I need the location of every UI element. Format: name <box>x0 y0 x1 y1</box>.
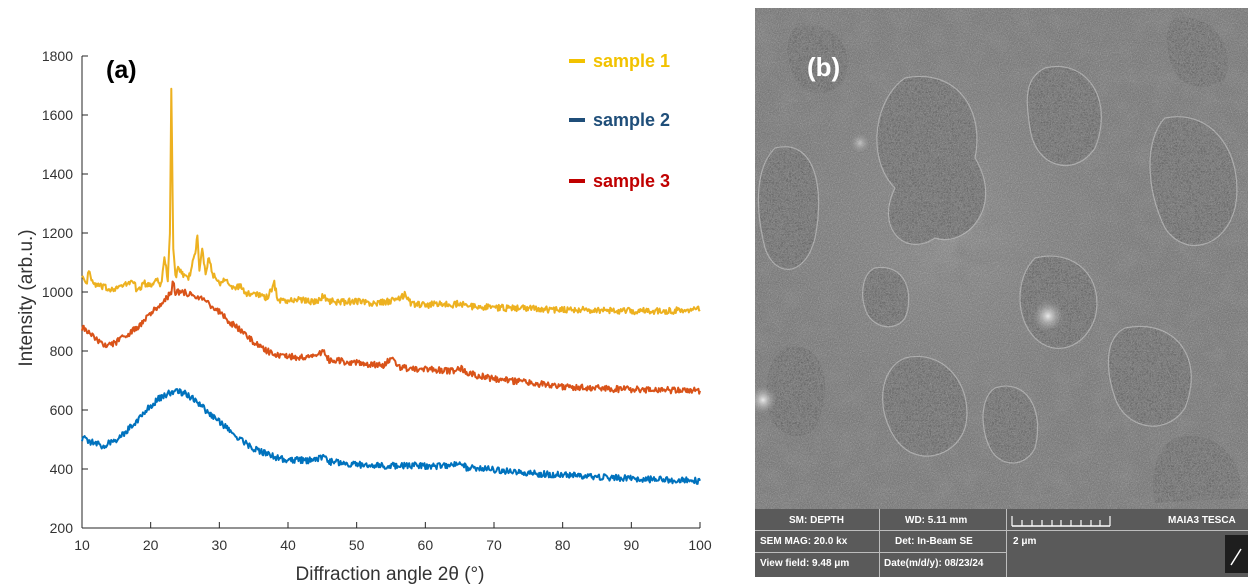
x-tick-label: 90 <box>624 537 640 553</box>
legend-swatch-3 <box>569 179 585 183</box>
y-tick-label: 1800 <box>42 48 73 64</box>
acquisition-date: Date(m/d/y): 08/23/24 <box>884 558 984 569</box>
y-tick-label: 1200 <box>42 225 73 241</box>
x-tick-label: 70 <box>486 537 502 553</box>
sem-micrograph <box>755 8 1248 509</box>
sem-image-panel: (b) SM: DEPTH WD: 5.11 mm MAIA3 TESCA SE… <box>755 8 1248 577</box>
y-tick-label: 1600 <box>42 107 73 123</box>
view-field: View field: 9.48 μm <box>760 558 850 569</box>
logo-mark <box>1225 535 1248 573</box>
x-tick-label: 10 <box>74 537 90 553</box>
y-tick-label: 800 <box>50 343 74 359</box>
plot-area: 200 400 600 800 1000 1200 1400 1600 1800 10 20 30 40… <box>42 48 712 553</box>
legend-swatch-2 <box>569 118 585 122</box>
scale-label: 2 μm <box>1013 536 1037 547</box>
legend-label-1: sample 1 <box>593 51 670 71</box>
separator <box>879 509 880 577</box>
x-tick-label: 100 <box>688 537 712 553</box>
x-tick-label: 60 <box>418 537 434 553</box>
separator <box>1006 530 1248 531</box>
working-distance: WD: 5.11 mm <box>905 515 968 526</box>
y-tick-label: 200 <box>50 520 74 536</box>
y-tick-label: 1400 <box>42 166 73 182</box>
y-tick-label: 600 <box>50 402 74 418</box>
x-tick-label: 20 <box>143 537 159 553</box>
x-tick-label: 30 <box>212 537 228 553</box>
sm-mode: SM: DEPTH <box>789 515 844 526</box>
brand-label: MAIA3 TESCA <box>1168 515 1236 526</box>
separator <box>1006 509 1007 577</box>
series-line-1 <box>81 87 701 316</box>
y-tick-label: 400 <box>50 461 74 477</box>
separator <box>755 552 1006 553</box>
magnification: SEM MAG: 20.0 kx <box>760 536 848 547</box>
panel-label-a: (a) <box>106 56 137 84</box>
panel-label-b: (b) <box>807 52 841 82</box>
sem-info-bar: SM: DEPTH WD: 5.11 mm MAIA3 TESCA SEM MA… <box>755 509 1248 577</box>
scale-bar <box>1011 516 1111 527</box>
legend-swatch-1 <box>569 59 585 63</box>
x-axis-label: Diffraction angle 2θ (°) <box>296 564 485 585</box>
x-tick-label: 50 <box>349 537 365 553</box>
xrd-chart: 200 400 600 800 1000 1200 1400 1600 1800 10 20 30 40… <box>16 48 712 585</box>
x-tick-label: 80 <box>555 537 571 553</box>
detector: Det: In-Beam SE <box>895 536 973 547</box>
y-axis-label: Intensity (arb.u.) <box>16 229 37 366</box>
series-line-2 <box>81 388 701 485</box>
y-tick-label: 1000 <box>42 284 73 300</box>
x-tick-label: 40 <box>280 537 296 553</box>
legend-label-3: sample 3 <box>593 171 670 191</box>
separator <box>755 530 1006 531</box>
series-line-3 <box>81 280 701 395</box>
legend-label-2: sample 2 <box>593 110 670 130</box>
